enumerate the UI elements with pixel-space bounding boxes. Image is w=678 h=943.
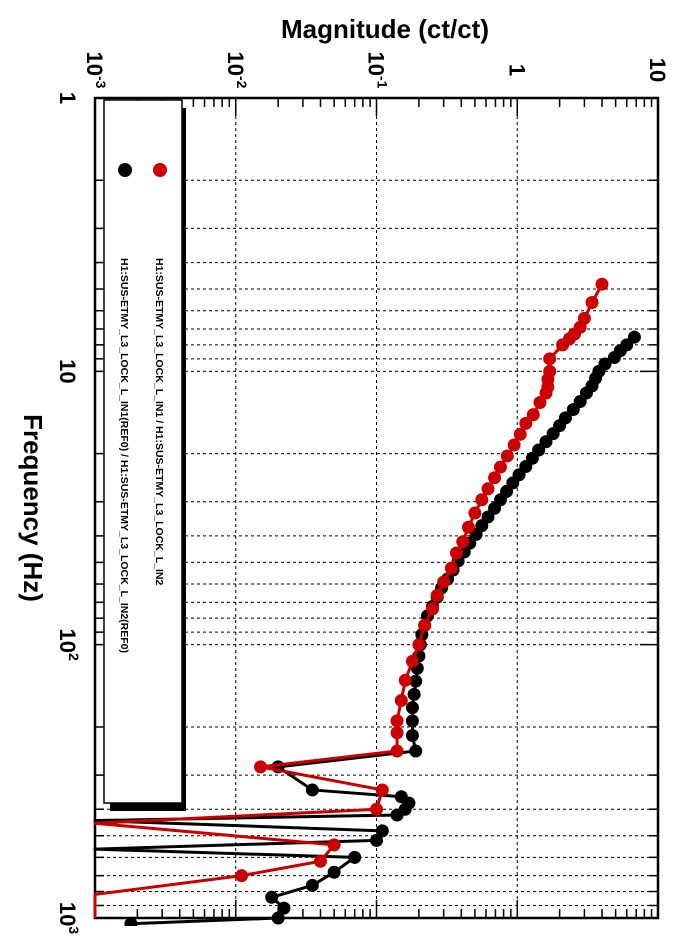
tick-labels: 1 10 102 103 10-3 10-2 10-1 1 10: [55, 52, 670, 935]
data-point: [398, 673, 412, 687]
x-tick-label: 1: [55, 92, 80, 104]
data-point: [305, 783, 319, 797]
data-point: [585, 296, 599, 310]
data-point: [475, 493, 489, 507]
data-point: [481, 482, 495, 496]
data-point: [533, 395, 547, 409]
data-point: [124, 917, 138, 926]
y-tick-label: 10-1: [364, 52, 391, 89]
data-point: [519, 416, 533, 430]
data-point: [265, 890, 279, 904]
data-point: [461, 520, 475, 534]
y-tick-label: 1: [504, 64, 529, 76]
data-point: [539, 386, 553, 400]
data-point: [543, 352, 557, 366]
legend: H1:SUS-ETMY_L3_LOCK_L_IN1 / H1:SUS-ETMY_…: [103, 99, 186, 811]
data-point: [313, 854, 327, 868]
data-point: [348, 850, 362, 864]
legend-marker-1: [118, 163, 132, 177]
data-point: [409, 674, 423, 688]
data-point: [407, 687, 421, 701]
data-point: [370, 802, 383, 816]
data-point: [375, 824, 389, 838]
data-point: [595, 277, 609, 291]
data-point: [430, 588, 444, 602]
data-point: [412, 638, 426, 652]
series-0: [93, 277, 609, 918]
data-point: [468, 506, 482, 520]
data-point: [449, 546, 463, 560]
x-tick-label: 102: [55, 629, 82, 661]
data-point: [405, 654, 419, 668]
data-point: [390, 808, 404, 822]
data-point: [305, 878, 319, 892]
y-tick-label: 10-2: [223, 52, 250, 89]
data-point: [493, 460, 507, 474]
y-tick-label: 10-3: [82, 52, 109, 89]
data-point: [277, 901, 291, 915]
data-point: [405, 701, 419, 715]
data-point: [405, 714, 419, 728]
data-point: [418, 618, 432, 632]
legend-label-0: H1:SUS-ETMY_L3_LOCK_L_IN1 / H1:SUS-ETMY_…: [153, 258, 165, 585]
data-point: [426, 602, 440, 616]
data-point: [556, 338, 570, 352]
x-tick-label: 10: [55, 359, 80, 383]
data-point: [235, 869, 249, 883]
data-point: [526, 408, 540, 422]
data-point: [500, 449, 514, 463]
data-point: [456, 535, 470, 549]
data-point: [375, 783, 389, 797]
y-axis-title: Magnitude (ct/ct): [281, 14, 489, 44]
data-point: [390, 744, 404, 758]
data-point: [327, 865, 341, 879]
data-point: [566, 403, 580, 417]
data-point: [327, 838, 341, 852]
x-tick-label: 103: [55, 902, 82, 934]
grid-lines: [95, 98, 658, 918]
data-point: [513, 427, 527, 441]
data-point: [390, 714, 404, 728]
data-point: [507, 438, 521, 452]
data-point: [444, 561, 458, 575]
data-point: [488, 471, 502, 485]
x-axis-title: Frequency (Hz): [18, 414, 48, 602]
legend-box: [103, 99, 183, 804]
data-point: [254, 760, 268, 774]
data-point: [405, 729, 419, 743]
series-layer: [93, 277, 641, 926]
data-point: [437, 575, 451, 589]
data-point: [409, 744, 423, 758]
legend-label-1: H1:SUS-ETMY_L3_LOCK_L_IN1(REF0) / H1:SUS…: [118, 258, 130, 653]
legend-marker-0: [153, 163, 167, 177]
data-point: [370, 833, 383, 847]
data-point: [390, 726, 404, 740]
y-tick-label: 10: [645, 58, 670, 82]
data-point: [607, 350, 621, 364]
data-point: [394, 693, 408, 707]
data-point: [271, 911, 285, 925]
